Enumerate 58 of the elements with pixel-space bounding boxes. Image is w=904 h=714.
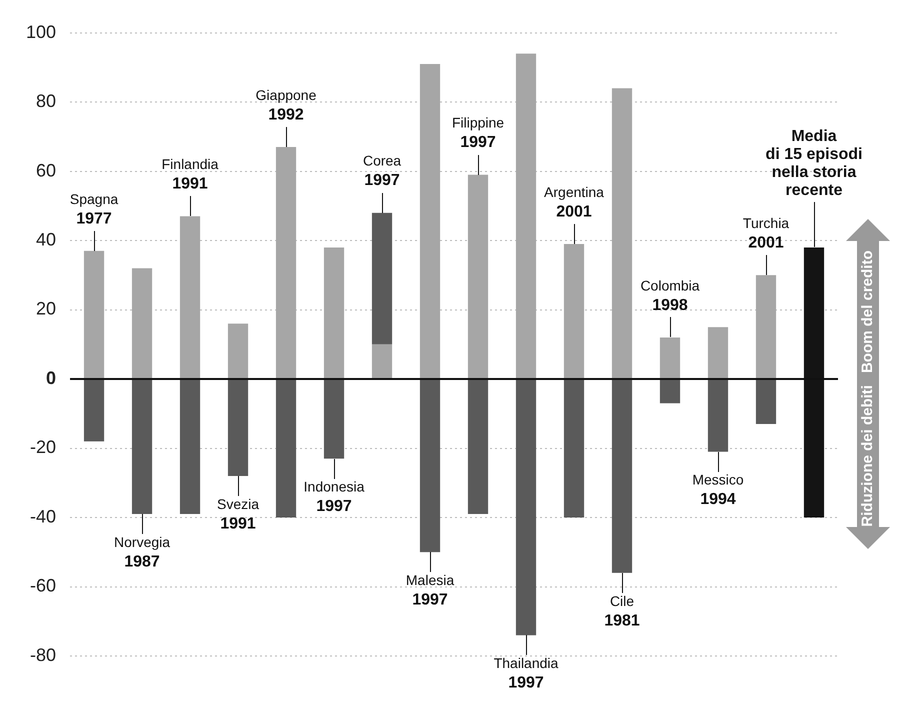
- y-tick-label: -20: [30, 437, 56, 458]
- x-tick-label: Turchia 2001: [742, 215, 790, 252]
- x-tick-label: Colombia 1998: [640, 277, 700, 314]
- y-tick-label: 80: [36, 91, 56, 112]
- bar: [84, 380, 104, 442]
- bar: [564, 244, 584, 379]
- bar: [612, 380, 632, 573]
- bar: [372, 212, 392, 344]
- bar: [132, 268, 152, 379]
- bar: [420, 380, 440, 552]
- y-tick-label: -60: [30, 576, 56, 596]
- bar: [756, 275, 776, 379]
- x-tick-label: Argentina 2001: [544, 184, 604, 220]
- y-tick-label: -40: [30, 506, 56, 526]
- y-tick-label: 40: [36, 230, 56, 250]
- x-tick-label: Cile 1981: [604, 592, 640, 630]
- bar: [180, 380, 200, 514]
- y-tick-label: 60: [36, 160, 56, 180]
- bar: [708, 327, 728, 379]
- y-tick-label: -80: [30, 644, 56, 665]
- bar: [228, 324, 248, 379]
- bar: [468, 174, 488, 379]
- bar: [132, 380, 152, 514]
- bar: [324, 380, 344, 459]
- y-tick-label: 20: [36, 298, 56, 319]
- bar: [180, 216, 200, 379]
- bar: [372, 344, 392, 379]
- x-tick-label: Svezia 1991: [217, 496, 260, 532]
- x-tick-label: Norvegia 1987: [114, 534, 170, 570]
- bar: [276, 380, 296, 518]
- x-tick-label: Malesia 1997: [406, 572, 454, 609]
- bar: [420, 64, 440, 379]
- y-tick-label: 100: [26, 22, 56, 42]
- bar: [708, 380, 728, 452]
- x-tick-label: Thailandia 1997: [494, 655, 559, 692]
- x-tick-label: Giappone 1992: [256, 86, 317, 124]
- x-tick-label: Finlandia 1991: [162, 156, 219, 193]
- bar: [660, 337, 680, 379]
- bar: [516, 380, 536, 636]
- x-tick-label: Media di 15 episodi nella storia recente: [766, 128, 862, 199]
- bar: [84, 250, 104, 379]
- x-tick-label: Messico 1994: [692, 472, 744, 508]
- x-tick-label: Corea 1997: [362, 152, 402, 190]
- bar: [564, 380, 584, 518]
- bar: [324, 247, 344, 379]
- text: Riduzione dei debiti: [859, 385, 876, 527]
- bar: [612, 88, 632, 379]
- bar: [660, 380, 680, 404]
- x-tick-label: Filippine 1997: [452, 114, 504, 152]
- bar: [276, 147, 296, 379]
- bar: [468, 380, 488, 514]
- bar: [756, 380, 776, 424]
- x-tick-label: Spagna 1977: [70, 190, 118, 228]
- x-tick-label: Indonesia 1997: [304, 478, 365, 516]
- bar: [228, 380, 248, 476]
- text: Boom del credito: [859, 250, 876, 374]
- bar: [516, 54, 536, 379]
- y-tick-label: 0: [46, 368, 56, 388]
